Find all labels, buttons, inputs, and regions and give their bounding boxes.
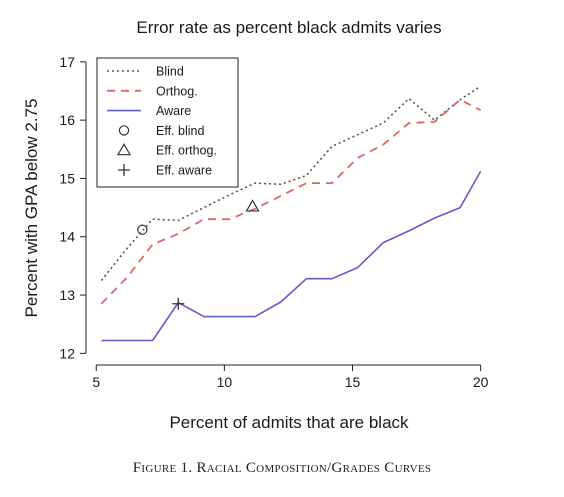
marker-layer xyxy=(138,200,259,309)
y-tick-label: 15 xyxy=(59,170,75,186)
legend-label: Blind xyxy=(156,65,184,79)
x-tick-label: 10 xyxy=(217,374,233,390)
figure-caption: Figure 1. Racial Composition/Grades Curv… xyxy=(0,460,564,477)
legend-label: Aware xyxy=(156,104,191,118)
legend: Blind Orthog. Aware Eff. blind Eff. orthog. E… xyxy=(97,58,238,187)
y-tick-label: 12 xyxy=(59,345,75,361)
x-axis-label: Percent of admits that are black xyxy=(169,413,409,432)
y-tick-label: 13 xyxy=(59,287,75,303)
legend-label: Eff. aware xyxy=(156,164,212,178)
series-line-aware xyxy=(101,171,480,340)
legend-label: Eff. blind xyxy=(156,124,204,138)
legend-label: Orthog. xyxy=(156,84,198,98)
y-tick-label: 14 xyxy=(59,229,75,245)
x-tick-label: 15 xyxy=(345,374,361,390)
y-axis-label: Percent with GPA below 2.75 xyxy=(22,99,41,318)
legend-label: Eff. orthog. xyxy=(156,144,217,158)
chart-title: Error rate as percent black admits varie… xyxy=(136,18,441,37)
chart: Error rate as percent black admits varie… xyxy=(0,0,564,460)
y-tick-label: 16 xyxy=(59,112,75,128)
y-tick-label: 17 xyxy=(59,54,75,70)
x-tick-label: 20 xyxy=(473,374,489,390)
x-tick-label: 5 xyxy=(92,374,100,390)
